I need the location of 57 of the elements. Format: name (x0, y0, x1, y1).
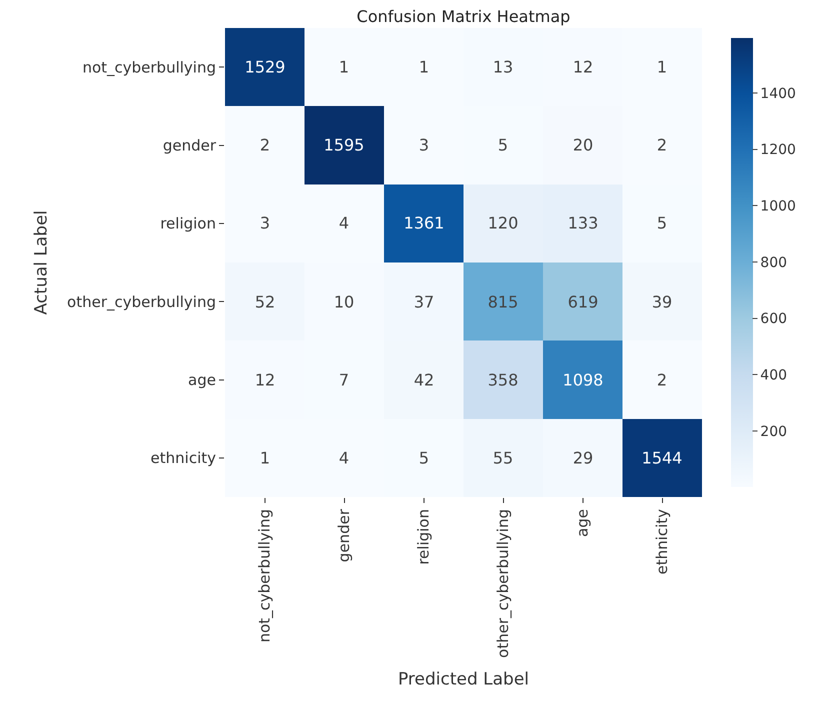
color-bar-label: 400 (760, 368, 788, 384)
color-bar-label: 600 (760, 311, 788, 328)
color-bar-label: 1000 (760, 198, 796, 214)
data-label: 3 (418, 136, 430, 155)
data-label: 1098 (562, 370, 604, 390)
data-label: 1544 (642, 448, 682, 468)
data-label: 5 (498, 136, 508, 155)
x-axis-title: Predicted Label (398, 669, 530, 690)
data-label: 37 (414, 292, 434, 312)
data-label: 7 (338, 370, 350, 390)
y-tick-label: not_cyberbullying (82, 58, 216, 76)
x-tick-label: gender (335, 508, 354, 562)
x-tick-label: religion (414, 509, 433, 565)
color-bar-label: 1400 (760, 86, 796, 102)
color-bar-label: 200 (760, 424, 788, 440)
y-tick-label: age (188, 371, 216, 389)
chart-title: Confusion Matrix Heatmap (356, 7, 570, 26)
x-tick-label: ethnicity (653, 508, 672, 574)
data-label: 120 (488, 214, 518, 233)
data-label: 133 (568, 214, 598, 233)
data-label: 4 (338, 214, 350, 233)
data-label: 2 (656, 370, 668, 390)
data-label: 1 (656, 58, 668, 77)
data-label: 1529 (244, 58, 286, 77)
data-label: 1 (338, 58, 350, 77)
data-label: 12 (572, 58, 594, 77)
y-tick-label: ethnicity (150, 449, 216, 468)
x-tick-label: age (574, 509, 592, 537)
y-tick-label: religion (160, 214, 216, 233)
data-label: 20 (572, 136, 594, 155)
data-label: 1361 (404, 214, 444, 233)
data-label: 10 (334, 292, 354, 312)
data-label: 13 (492, 58, 514, 77)
data-label: 29 (572, 448, 594, 468)
color-bar-label: 800 (760, 254, 788, 271)
data-label: 39 (652, 292, 672, 312)
data-label: 5 (656, 214, 668, 233)
data-label: 3 (260, 214, 270, 233)
data-label: 4 (338, 448, 350, 468)
data-label: 619 (568, 292, 598, 312)
data-label: 42 (414, 370, 434, 390)
data-label: 55 (492, 448, 514, 468)
y-tick-label: gender (162, 136, 217, 154)
data-label: 5 (418, 448, 430, 468)
data-label: 2 (260, 136, 270, 155)
data-label: 358 (488, 370, 518, 390)
data-label: 1 (260, 448, 270, 468)
y-tick-label: other_cyberbullying (67, 292, 216, 311)
color-bar-label: 1200 (760, 142, 796, 158)
data-label: 2 (656, 136, 668, 155)
y-axis-title: Actual Label (32, 210, 52, 315)
data-label: 52 (254, 292, 276, 312)
x-tick-label: other_cyberbullying (494, 509, 512, 658)
data-label: 1595 (324, 136, 364, 155)
data-label: 12 (254, 370, 276, 390)
data-label: 1 (418, 58, 430, 77)
data-label: 815 (488, 292, 518, 312)
